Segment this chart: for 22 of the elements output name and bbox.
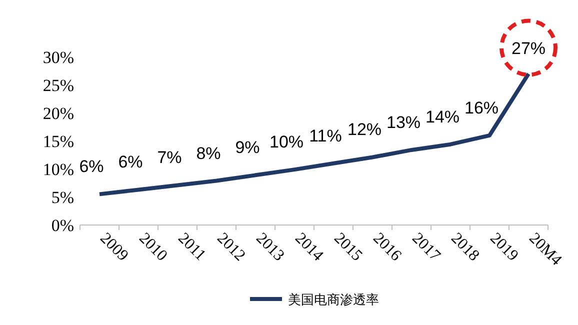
y-tick-label: 15% bbox=[42, 132, 74, 151]
y-tick-label: 10% bbox=[42, 160, 74, 179]
y-tick-label: 0% bbox=[51, 216, 74, 235]
data-label: 13% bbox=[386, 112, 421, 132]
data-label: 16% bbox=[464, 98, 499, 118]
x-tick-label: 2017 bbox=[408, 230, 444, 264]
data-label: 27% bbox=[511, 38, 546, 58]
legend: 美国电商渗透率 bbox=[250, 293, 379, 308]
y-tick-label: 20% bbox=[42, 104, 74, 123]
data-label: 6% bbox=[79, 157, 104, 176]
data-label: 11% bbox=[309, 126, 342, 146]
data-label: 6% bbox=[118, 152, 143, 172]
data-label: 12% bbox=[347, 120, 382, 140]
data-label: 10% bbox=[269, 132, 304, 152]
legend-label: 美国电商渗透率 bbox=[288, 292, 379, 308]
data-label: 14% bbox=[425, 107, 460, 126]
data-label: 7% bbox=[157, 148, 182, 168]
y-tick-label: 25% bbox=[42, 76, 74, 95]
data-label: 9% bbox=[235, 138, 260, 158]
data-label: 8% bbox=[196, 144, 221, 163]
y-tick-label: 30% bbox=[42, 48, 74, 67]
y-tick-label: 5% bbox=[51, 188, 74, 207]
